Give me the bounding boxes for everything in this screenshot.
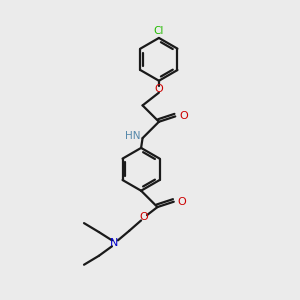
- Text: N: N: [110, 238, 118, 248]
- Text: O: O: [140, 212, 148, 223]
- Text: O: O: [154, 84, 163, 94]
- Text: O: O: [178, 197, 186, 207]
- Text: Cl: Cl: [154, 26, 164, 36]
- Text: O: O: [179, 111, 188, 122]
- Text: HN: HN: [125, 131, 140, 141]
